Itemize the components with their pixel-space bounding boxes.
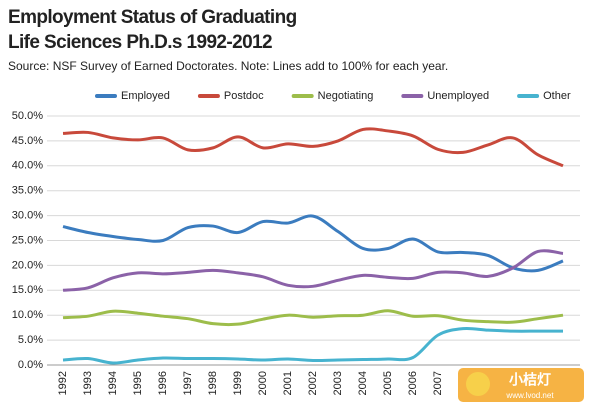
subtitle: Source: NSF Survey of Earned Doctorates.… — [8, 59, 448, 73]
x-tick-label: 2007 — [432, 371, 444, 395]
watermark: 小桔灯 www.lvod.net — [458, 368, 584, 402]
y-tick-label: 30.0% — [12, 210, 43, 222]
x-tick-label: 2002 — [307, 371, 319, 395]
y-tick-label: 10.0% — [12, 309, 43, 321]
legend-label: Other — [543, 90, 571, 102]
series-line — [62, 309, 564, 327]
y-tick-label: 20.0% — [12, 259, 43, 271]
y-tick-label: 35.0% — [12, 185, 43, 197]
series-line — [62, 326, 563, 365]
x-tick-label: 2006 — [407, 371, 419, 395]
series-line — [62, 249, 564, 292]
x-tick-label: 2005 — [382, 371, 394, 395]
x-tick-label: 1997 — [182, 371, 194, 395]
x-tick-label: 2000 — [257, 371, 269, 395]
y-tick-label: 15.0% — [12, 284, 43, 296]
watermark-url: www.lvod.net — [505, 391, 554, 400]
series-line — [62, 127, 564, 168]
watermark-text: 小桔灯 — [509, 372, 551, 388]
legend-item: Employed — [95, 90, 170, 102]
x-tick-label: 1995 — [132, 371, 144, 395]
legend-item: Postdoc — [197, 90, 264, 102]
x-tick-label: 1996 — [157, 371, 169, 395]
legend-label: Negotiating — [318, 90, 374, 102]
y-tick-label: 50.0% — [12, 110, 43, 122]
legend-label: Postdoc — [224, 90, 264, 102]
series-line — [62, 214, 564, 273]
x-tick-label: 1992 — [57, 371, 69, 395]
y-tick-label: 0.0% — [18, 359, 43, 371]
legend-label: Unemployed — [427, 90, 489, 102]
chart-title: Employment Status of Graduating — [8, 7, 297, 28]
legend-item: Unemployed — [401, 90, 489, 102]
y-tick-label: 45.0% — [12, 135, 43, 147]
x-tick-label: 2004 — [357, 371, 369, 395]
x-tick-label: 2003 — [332, 371, 344, 395]
y-tick-label: 40.0% — [12, 160, 43, 172]
x-tick-label: 2001 — [282, 371, 294, 395]
x-tick-label: 1998 — [207, 371, 219, 395]
x-tick-label: 1999 — [232, 371, 244, 395]
legend-item: Other — [517, 90, 571, 102]
x-tick-label: 1994 — [107, 371, 119, 395]
watermark-badge — [458, 368, 584, 402]
legend-item: Negotiating — [291, 90, 374, 102]
y-tick-label: 5.0% — [18, 334, 43, 346]
watermark-icon — [466, 372, 490, 396]
legend-label: Employed — [121, 90, 170, 102]
chart-title: Life Sciences Ph.D.s 1992-2012 — [8, 32, 272, 53]
y-tick-label: 25.0% — [12, 234, 43, 246]
x-tick-label: 1993 — [82, 371, 94, 395]
